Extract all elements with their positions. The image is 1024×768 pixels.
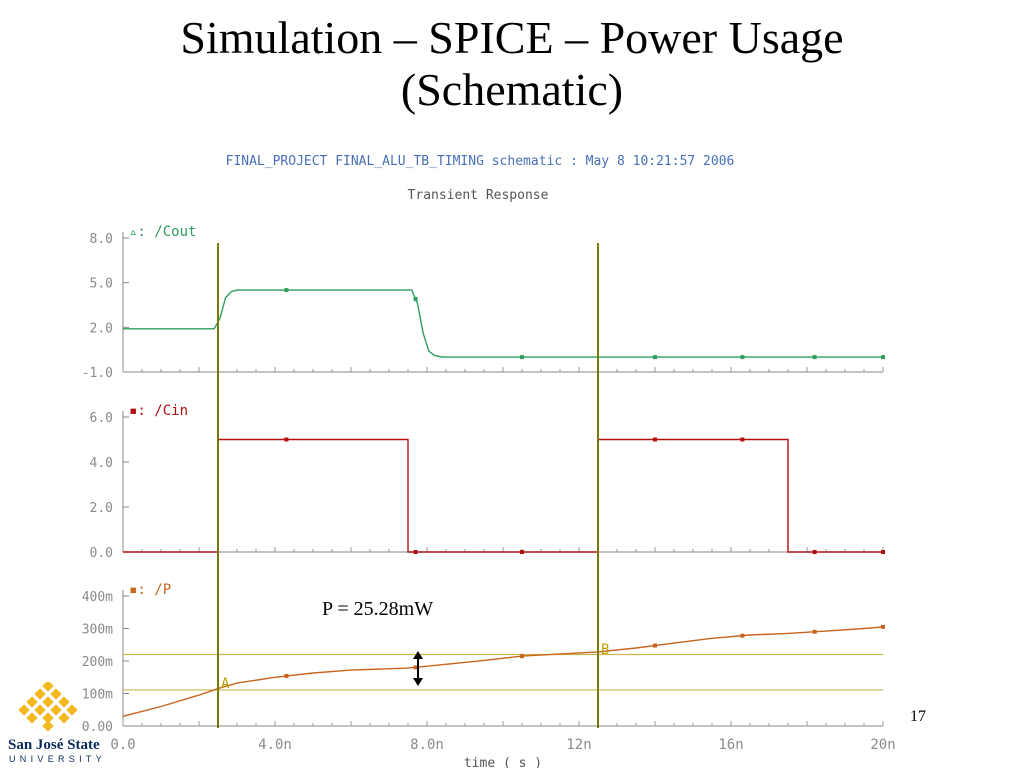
series-marker [520, 550, 524, 554]
series-marker [740, 437, 745, 442]
x-tick-label: 8.0n [410, 737, 444, 753]
logo-cell [26, 696, 38, 708]
y-tick-label: 8.0 [90, 232, 113, 247]
series-marker [284, 437, 289, 442]
title-line-1: Simulation – SPICE – Power Usage [180, 12, 844, 63]
y-tick-label: 0.00 [82, 720, 113, 735]
logo-cell [58, 712, 70, 724]
title-line-2: (Schematic) [400, 64, 624, 115]
y-tick-label: 300m [82, 623, 113, 638]
series-marker [520, 355, 524, 360]
y-tick-label: 2.0 [90, 321, 113, 336]
page-title: Simulation – SPICE – Power Usage (Schema… [0, 12, 1024, 116]
y-tick-label: -1.0 [82, 366, 113, 381]
power-annotation: P = 25.28mW [322, 598, 433, 620]
series-legend: ▪: /P [129, 582, 171, 598]
logo-cell [34, 704, 46, 716]
series-line [123, 438, 883, 553]
logo-sub: UNIVERSITY [9, 754, 107, 764]
logo-cell [50, 688, 62, 700]
x-tick-label: 0.0 [110, 737, 135, 753]
series-marker [881, 624, 885, 629]
y-tick-label: 0.0 [90, 546, 113, 561]
arrow-head-down-icon [413, 678, 423, 686]
logo-cell [66, 704, 78, 716]
series-marker [812, 355, 817, 360]
series-marker [413, 550, 418, 554]
logo-cell [50, 704, 62, 716]
logo-diamond-icon [18, 680, 78, 732]
logo-cell [42, 680, 54, 692]
series-legend: ▪: /Cin [129, 403, 188, 419]
y-tick-label: 2.0 [90, 501, 113, 516]
series-marker [284, 288, 289, 293]
cursor-label: B [601, 642, 609, 658]
series-line [122, 626, 884, 717]
x-tick-label: 20n [870, 737, 895, 753]
logo-cell [42, 696, 54, 708]
logo-cell [58, 696, 70, 708]
panel-cout: 8.0 5.0 2.0 -1.0 ▵: /Cout [82, 224, 885, 381]
panel-cin: 6.0 4.0 2.0 0.0 ▪: /Cin [90, 403, 885, 561]
series-marker [740, 355, 745, 360]
series-marker [413, 297, 418, 302]
x-tick-label: 4.0n [258, 737, 292, 753]
series-marker [812, 550, 817, 554]
y-tick-label: 5.0 [90, 277, 113, 292]
series-marker [812, 629, 817, 634]
y-tick-label: 100m [82, 688, 113, 703]
chart-header: FINAL_PROJECT FINAL_ALU_TB_TIMING schema… [226, 154, 735, 169]
panel-p: 400m 300m 200m 100m 0.00 ▪: /P [82, 582, 885, 735]
arrow-head-up-icon [413, 651, 423, 659]
cursor-label: A [221, 676, 230, 692]
series-marker [520, 654, 524, 659]
y-tick-label: 400m [82, 590, 113, 605]
series-marker [881, 550, 885, 554]
series-marker [740, 633, 745, 638]
y-tick-label: 6.0 [90, 411, 113, 426]
series-marker [653, 643, 657, 648]
y-tick-label: 200m [82, 655, 113, 670]
university-logo [8, 680, 118, 768]
logo-name: San José State [8, 737, 100, 753]
logo-cell [18, 704, 30, 716]
series-marker [284, 673, 289, 678]
series-legend: ▵: /Cout [129, 224, 196, 240]
series-line [123, 289, 883, 358]
x-tick-label: 16n [718, 737, 743, 753]
x-tick-label: 12n [566, 737, 591, 753]
series-marker [881, 355, 885, 360]
logo-cell [34, 688, 46, 700]
series-marker [653, 437, 657, 442]
series-marker [653, 355, 657, 360]
logo-cell [42, 720, 54, 732]
y-tick-label: 4.0 [90, 456, 113, 471]
series-marker [413, 665, 418, 670]
logo-cell [26, 712, 38, 724]
x-axis-label: time ( s ) [464, 756, 542, 768]
chart-title: Transient Response [408, 188, 549, 203]
page-number: 17 [910, 708, 926, 725]
